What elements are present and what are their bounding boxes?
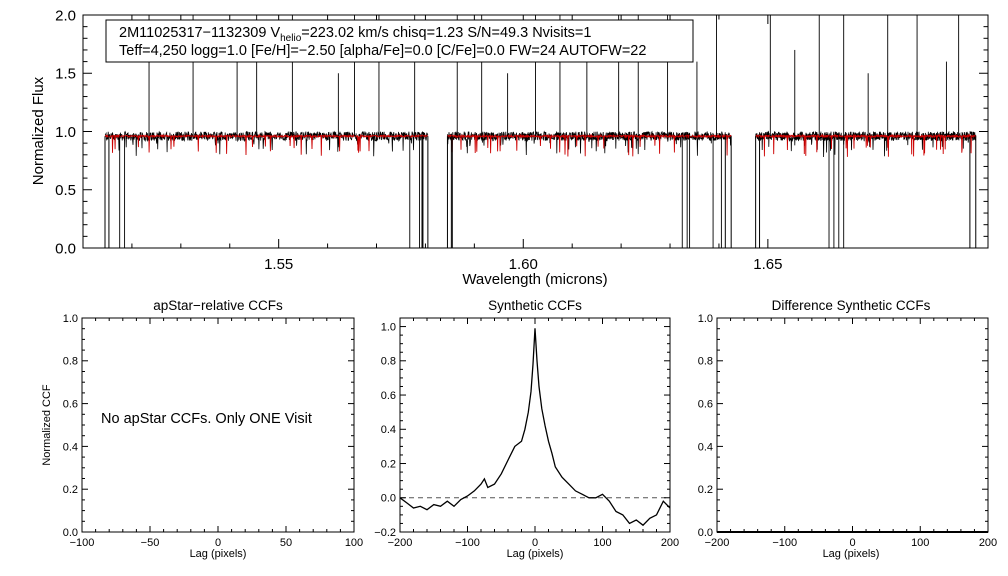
x-tick-label: 1.65	[753, 256, 782, 273]
difference-ccf-ticks: −200 −100 0 100 200 0.0 0.2 0.4 0.6 0.8 1.0	[698, 313, 997, 549]
difference-ccf-panel: Difference Synthetic CCFs −200 −100 0 100 20…	[698, 298, 997, 560]
y-tick-label: 0.8	[63, 356, 78, 368]
model-spectrum-segment	[447, 133, 732, 157]
y-tick-label: 0.2	[381, 458, 396, 470]
x-tick-label: 200	[979, 537, 997, 549]
x-tick-label: 0	[532, 537, 538, 549]
annotation-box	[105, 19, 694, 63]
y-tick-label: 0.6	[698, 398, 713, 410]
difference-ccf-xlabel: Lag (pixels)	[823, 548, 880, 560]
spectrum-ylabel: Normalized Flux	[30, 76, 47, 185]
y-tick-label: 0.4	[63, 441, 78, 453]
y-tick-label: 0.2	[698, 484, 713, 496]
x-tick-label: −100	[772, 537, 797, 549]
apstar-ccf-xlabel: Lag (pixels)	[190, 548, 247, 560]
x-tick-label: 1.60	[509, 256, 538, 273]
difference-ccf-axes-frame	[716, 317, 989, 533]
apstar-ccf-message: No apStar CCFs. Only ONE Visit	[101, 411, 312, 427]
spectrum-panel: 1.55 1.60 1.65 0.0 0.5 1.0 1.5 2.0 Normalized F…	[30, 7, 989, 288]
observed-spectrum-segment	[104, 130, 429, 157]
y-tick-label: 0.5	[55, 182, 76, 199]
y-tick-label: 0.0	[55, 240, 76, 257]
apstar-ccf-title: apStar−relative CCFs	[153, 298, 283, 313]
x-tick-label: −100	[455, 537, 480, 549]
x-tick-label: −200	[705, 537, 730, 549]
y-tick-label: 0.8	[698, 356, 713, 368]
synthetic-ccf-line	[399, 328, 671, 527]
y-tick-label: −0.2	[374, 527, 396, 539]
y-tick-label: 0.6	[381, 390, 396, 402]
y-tick-label: 0.4	[698, 441, 713, 453]
y-tick-label: 1.0	[55, 124, 76, 141]
x-tick-label: 100	[911, 537, 929, 549]
difference-ccf-title: Difference Synthetic CCFs	[772, 298, 931, 313]
x-tick-label: 0	[215, 537, 221, 549]
annotation-line-1: 2M11025317−1132309 Vhelio=223.02 km/s ch…	[119, 25, 591, 44]
apstar-ccf-panel: apStar−relative CCFs −100 −50 0 50 100 0.0 0.2…	[41, 298, 363, 560]
annotation-line-2: Teff=4,250 logg=1.0 [Fe/H]=−2.50 [alpha/…	[119, 43, 646, 59]
synthetic-ccf-plot-area	[399, 328, 671, 527]
y-tick-label: 0.2	[63, 484, 78, 496]
y-tick-label: 0.0	[63, 527, 78, 539]
y-tick-label: 1.0	[698, 313, 713, 325]
y-tick-label: 1.5	[55, 66, 76, 83]
annotation-subscript: helio	[280, 33, 302, 44]
spectrum-ticks: 1.55 1.60 1.65 0.0 0.5 1.0 1.5 2.0	[55, 7, 988, 273]
y-tick-label: 0.6	[63, 398, 78, 410]
synthetic-ccf-panel: Synthetic CCFs −200 −100 0 100 200 −0.2 0.0 0.2…	[374, 298, 679, 560]
y-tick-label: 2.0	[55, 7, 76, 24]
x-tick-label: 1.55	[264, 256, 293, 273]
apstar-ccf-ticks: −100 −50 0 50 100 0.0 0.2 0.4 0.6 0.8 1.0	[63, 313, 363, 549]
x-tick-label: 50	[280, 537, 292, 549]
synthetic-ccf-title: Synthetic CCFs	[488, 298, 582, 313]
x-tick-label: −100	[70, 537, 95, 549]
model-spectrum-segment	[755, 133, 977, 157]
y-tick-label: 0.4	[381, 424, 396, 436]
x-tick-label: 200	[661, 537, 679, 549]
apstar-ccf-ylabel: Normalized CCF	[41, 384, 53, 466]
observed-spectrum-segment	[447, 130, 732, 156]
model-spectrum-segment	[104, 133, 429, 156]
synthetic-ccf-axes-frame	[399, 317, 671, 533]
x-tick-label: 100	[593, 537, 611, 549]
synthetic-ccf-xlabel: Lag (pixels)	[507, 548, 564, 560]
x-tick-label: 0	[849, 537, 855, 549]
y-tick-label: 1.0	[381, 321, 396, 333]
y-tick-label: 0.0	[381, 493, 396, 505]
x-tick-label: −200	[388, 537, 413, 549]
spectrum-xlabel: Wavelength (microns)	[462, 271, 607, 288]
x-tick-label: −50	[141, 537, 160, 549]
y-tick-label: 1.0	[63, 313, 78, 325]
x-tick-label: 100	[345, 537, 363, 549]
y-tick-label: 0.0	[698, 527, 713, 539]
synthetic-ccf-ticks: −200 −100 0 100 200 −0.2 0.0 0.2 0.4 0.6 0.8 1.0	[374, 318, 679, 549]
y-tick-label: 0.8	[381, 356, 396, 368]
